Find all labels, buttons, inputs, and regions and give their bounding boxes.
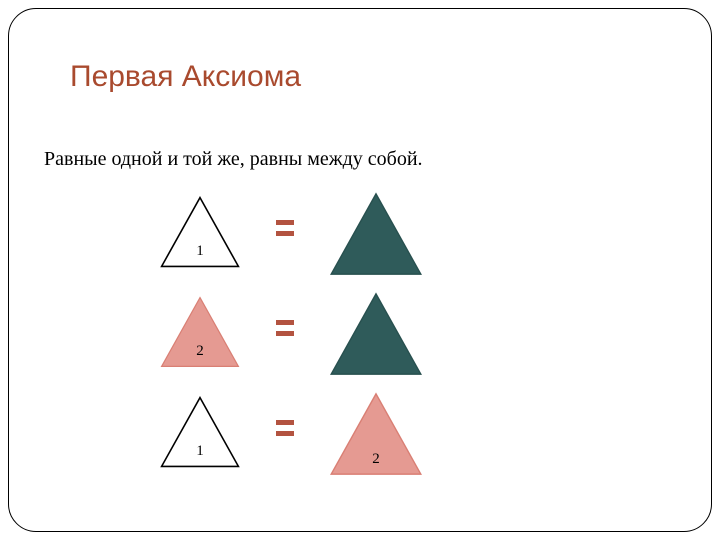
triangle-left: 2: [160, 296, 240, 368]
triangle-label: 1: [160, 243, 240, 260]
triangle-right: [328, 292, 424, 376]
triangle-label: 2: [160, 343, 240, 360]
axiom-diagram: 1 2: [0, 0, 720, 540]
equals-sign: [276, 220, 294, 236]
triangle-left: 1: [160, 196, 240, 268]
triangle-right: 2: [328, 392, 424, 476]
equals-sign: [276, 320, 294, 336]
diagram-row: 2: [160, 292, 440, 380]
equals-sign: [276, 420, 294, 436]
diagram-row: 1: [160, 192, 440, 280]
triangle-label: 1: [160, 443, 240, 460]
triangle-left: 1: [160, 396, 240, 468]
triangle-label: 2: [328, 451, 424, 468]
diagram-row: 1 2: [160, 392, 440, 480]
triangle-right: [328, 192, 424, 276]
